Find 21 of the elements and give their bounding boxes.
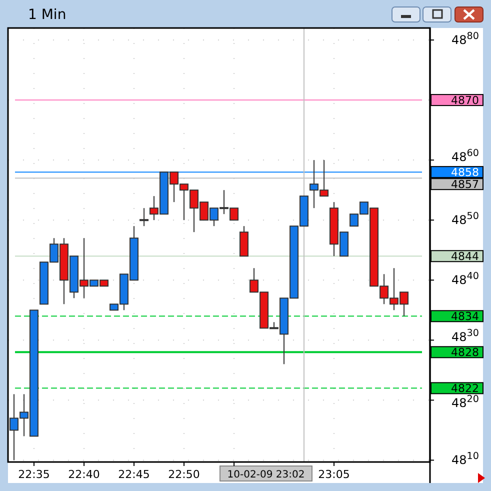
- chart-title: 1 Min: [28, 7, 66, 23]
- y-tick-label: 48$^{80}$: [452, 30, 479, 48]
- ref-line-label: 4857: [451, 178, 479, 192]
- x-tick-label: 23:05: [318, 468, 350, 481]
- ref-line-label: 4858: [451, 166, 479, 180]
- x-tick-label: 22:45: [118, 468, 150, 481]
- ref-line-label: 4870: [451, 94, 479, 108]
- ref-line-label: 4834: [451, 310, 479, 324]
- ref-line-label: 4844: [451, 250, 479, 264]
- x-tick-label: 22:40: [68, 468, 100, 481]
- ref-line-label: 4828: [451, 346, 479, 360]
- y-tick-label: 48$^{50}$: [452, 210, 479, 228]
- ref-line-label: 10-02-09 23:02: [227, 470, 305, 480]
- y-tick-label: 48$^{30}$: [452, 328, 479, 344]
- y-tick-label: 48$^{60}$: [452, 148, 479, 164]
- y-tick-label: 48$^{40}$: [452, 270, 479, 288]
- ref-line-label: 4822: [451, 382, 479, 396]
- x-tick-label: 22:50: [168, 468, 200, 481]
- x-tick-label: 22:35: [18, 468, 50, 481]
- y-tick-label: 48$^{20}$: [452, 394, 479, 410]
- y-tick-label: 48$^{10}$: [452, 450, 479, 468]
